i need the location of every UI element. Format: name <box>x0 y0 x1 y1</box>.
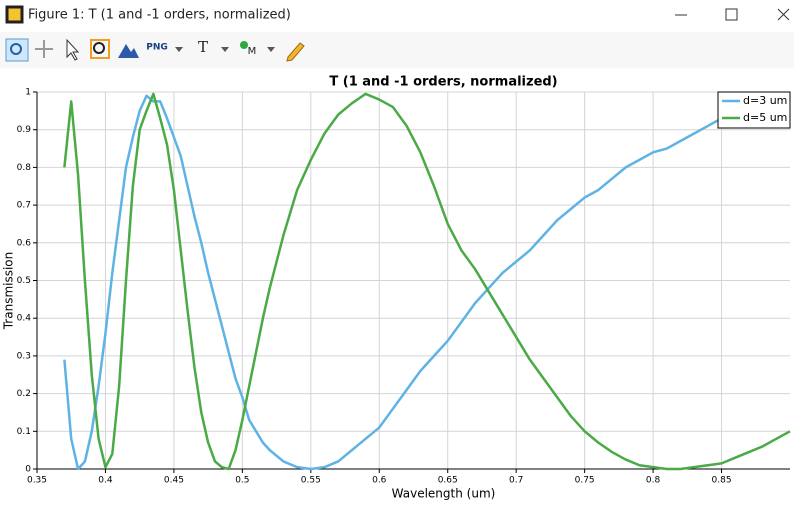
y-tick-label: 0.3 <box>17 351 31 361</box>
dropdown-arrow[interactable] <box>221 47 229 52</box>
y-tick-label: 0 <box>25 465 31 475</box>
png-tool[interactable]: PNG <box>146 43 168 53</box>
x-axis-label: Wavelength (um) <box>392 487 496 501</box>
y-tick-label: 1 <box>25 88 31 98</box>
app-icon <box>5 5 24 24</box>
x-tick-label: 0.75 <box>575 476 595 486</box>
dropdown-arrow[interactable] <box>175 47 183 52</box>
pan-tool[interactable] <box>35 40 53 58</box>
x-tick-label: 0.65 <box>438 476 458 486</box>
y-tick-label: 0.4 <box>17 314 32 324</box>
x-tick-label: 0.55 <box>301 476 321 486</box>
title-bar <box>0 0 794 30</box>
legend-label: d=3 um <box>743 94 787 107</box>
y-tick-label: 0.6 <box>17 238 32 248</box>
maximize-button[interactable] <box>725 8 738 21</box>
legend <box>717 91 791 129</box>
plot-background <box>0 70 794 505</box>
x-tick-label: 0.4 <box>98 476 113 486</box>
dropdown-arrow[interactable] <box>267 47 275 52</box>
x-tick-label: 0.6 <box>372 476 387 486</box>
y-tick-label: 0.9 <box>17 125 32 135</box>
x-tick-label: 0.5 <box>235 476 249 486</box>
series-line <box>63 92 791 471</box>
select-tool[interactable] <box>66 38 80 61</box>
legend-label: d=5 um <box>743 111 787 124</box>
edit-tool[interactable] <box>286 42 305 62</box>
x-tick-label: 0.85 <box>712 476 732 486</box>
x-tick-label: 0.35 <box>27 476 47 486</box>
chart-title: T (1 and -1 orders, normalized) <box>329 75 557 90</box>
y-tick-label: 0.2 <box>17 389 31 399</box>
marker-icon <box>240 41 248 49</box>
text-tool[interactable]: T <box>198 38 208 56</box>
x-tick-label: 0.8 <box>646 476 661 486</box>
y-tick-label: 0.5 <box>17 276 31 286</box>
window-title: Figure 1: T (1 and -1 orders, normalized… <box>28 8 291 23</box>
zoom-tool[interactable] <box>5 38 29 62</box>
marker-tool[interactable]: M <box>248 46 257 57</box>
toolbar <box>0 32 794 68</box>
y-tick-label: 0.8 <box>17 163 32 173</box>
x-tick-label: 0.7 <box>509 476 523 486</box>
zoom-icon <box>10 43 22 55</box>
view-tool[interactable] <box>118 44 139 58</box>
series-line <box>63 94 791 471</box>
zoom-box-tool[interactable] <box>90 39 110 59</box>
zoom-box-icon <box>93 42 105 54</box>
close-button[interactable] <box>777 8 790 21</box>
y-axis-label: Transmission <box>2 252 16 331</box>
x-tick-label: 0.45 <box>164 476 184 486</box>
y-tick-label: 0.7 <box>17 201 31 211</box>
chart: T (1 and -1 orders, normalized) 0 0.1 0.2 0.… <box>0 70 794 505</box>
y-tick-label: 0.1 <box>17 427 31 437</box>
